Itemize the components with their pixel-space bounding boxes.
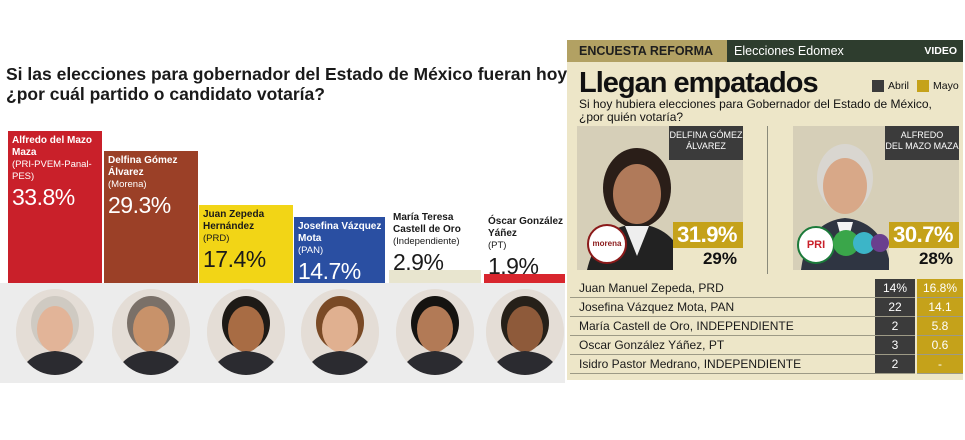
table-row: Oscar González Yáñez, PT 3 0.6 [570, 335, 963, 355]
candidate-photo-3 [207, 289, 285, 375]
candidate-percent: 29.3% [108, 192, 171, 219]
bar-label-2: Delfina Gómez Álvarez (Morena) 29.3% [108, 155, 198, 217]
candidate-party: (PRI-PVEM-Panal-PES) [12, 158, 92, 182]
row-mayo: 14.1 [916, 297, 963, 317]
bar-2 [104, 151, 198, 283]
row-name: Josefina Vázquez Mota, PAN [570, 297, 875, 317]
panel-question-line-2: ¿por quién votaría? [579, 110, 684, 124]
pri-logo: PRI [797, 226, 835, 264]
candidate-name: Alfredo del Mazo Maza [12, 134, 93, 158]
card-divider [767, 126, 768, 274]
row-name: María Castell de Oro, INDEPENDIENTE [570, 316, 875, 336]
left-chart-question: Si las elecciones para gobernador del Es… [6, 64, 568, 104]
row-mayo: 16.8% [916, 279, 963, 298]
candidate-percent: 17.4% [203, 245, 266, 272]
panel-title: Llegan empatados [579, 67, 819, 99]
row-abril: 14% [875, 279, 917, 298]
bar-5 [389, 269, 481, 283]
candidate-party: (PAN) [298, 244, 324, 256]
candidate-percent: 1.9% [488, 253, 539, 280]
candidate-percent: 33.8% [12, 183, 75, 210]
coalition-logos: PRI [797, 226, 893, 264]
bar-4 [294, 216, 385, 283]
panel-tag: ENCUESTA REFORMA [567, 40, 727, 62]
featured-card-delfina: morena DELFINA GÓMEZ ÁLVAREZ 31.9% 29% [577, 126, 743, 270]
bar-6 [484, 274, 565, 283]
row-abril: 2 [875, 354, 917, 374]
candidate-name: Delfina Gómez Álvarez [108, 155, 178, 179]
bar-3 [199, 204, 293, 283]
row-mayo: 5.8 [916, 316, 963, 336]
delfina-name-line-2: ÁLVAREZ [686, 141, 726, 151]
bar-label-3: Juan Zepeda Hernández (PRD) 17.4% [203, 209, 293, 271]
legend-abril-swatch [872, 80, 884, 92]
candidate-party: (PT) [488, 240, 507, 252]
candidate-photo-1 [16, 289, 94, 375]
legend-abril-label: Abril [888, 80, 910, 92]
table-row: Josefina Vázquez Mota, PAN 22 14.1 [570, 297, 963, 317]
bar-label-1: Alfredo del Mazo Maza (PRI-PVEM-Panal-PES… [12, 135, 102, 209]
delfina-name-line-1: DELFINA GÓMEZ [669, 130, 743, 140]
table-row: Juan Manuel Zepeda, PRD 14% 16.8% [570, 279, 963, 298]
row-name: Isidro Pastor Medrano, INDEPENDIENTE [570, 354, 875, 374]
row-mayo: - [916, 354, 963, 374]
bar-label-6: Óscar González Yáñez (PT) 1.9% [488, 216, 565, 278]
question-line-2: ¿por cuál partido o candidato votaría? [6, 84, 325, 104]
candidate-percent: 2.9% [393, 248, 444, 275]
encuesta-panel: ENCUESTA REFORMA Elecciones Edomex VIDEO… [567, 40, 963, 380]
delmazo-name-line-1: ALFREDO [900, 130, 944, 140]
row-abril: 2 [875, 316, 917, 336]
delmazo-mayo-value: 30.7% [889, 222, 959, 248]
row-abril: 22 [875, 297, 917, 317]
delmazo-abril-value: 28% [889, 248, 959, 270]
bar-1 [8, 130, 102, 283]
candidate-name: Josefina Vázquez Mota [298, 220, 382, 244]
candidate-name: Juan Zepeda Hernández [203, 208, 265, 232]
candidate-percent: 14.7% [298, 257, 361, 284]
legend-mayo-label: Mayo [933, 80, 959, 92]
candidate-name: Óscar González Yáñez [488, 216, 564, 240]
table-row: María Castell de Oro, INDEPENDIENTE 2 5.8 [570, 316, 963, 336]
featured-card-delmazo: PRI ALFREDO DEL MAZO MAZA 30.7% 28% [793, 126, 959, 270]
panel-section[interactable]: Elecciones Edomex [734, 44, 844, 58]
delfina-abril-value: 29% [673, 248, 743, 270]
candidate-party: (Morena) [108, 179, 147, 191]
question-line-1: Si las elecciones para gobernador del Es… [6, 64, 568, 84]
morena-logo: morena [587, 224, 627, 264]
pes-logo [871, 234, 889, 252]
legend-mayo-swatch [917, 80, 929, 92]
candidate-photo-6 [485, 289, 564, 375]
delmazo-name-label: ALFREDO DEL MAZO MAZA [885, 126, 959, 160]
candidate-party: (PRD) [203, 232, 230, 244]
row-name: Oscar González Yáñez, PT [570, 335, 875, 355]
bar-label-4: Josefina Vázquez Mota (PAN) 14.7% [298, 221, 385, 283]
delmazo-name-line-2: DEL MAZO MAZA [885, 141, 959, 151]
bar-label-5: María Teresa Castell de Oro (Independient… [393, 212, 481, 274]
candidate-photo-4 [300, 289, 379, 375]
panel-question: Si hoy hubiera elecciones para Gobernado… [579, 98, 959, 124]
panel-header: ENCUESTA REFORMA Elecciones Edomex VIDEO [567, 40, 963, 62]
table-row: Isidro Pastor Medrano, INDEPENDIENTE 2- [570, 354, 963, 374]
panal-logo [853, 232, 875, 254]
candidate-photo-5 [396, 289, 474, 375]
candidate-photo-2 [112, 289, 190, 375]
row-abril: 3 [875, 335, 917, 355]
row-name: Juan Manuel Zepeda, PRD [570, 279, 875, 298]
others-table: Juan Manuel Zepeda, PRD 14% 16.8% Josefina … [570, 279, 963, 374]
row-mayo: 0.6 [916, 335, 963, 355]
delfina-name-label: DELFINA GÓMEZ ÁLVAREZ [669, 126, 743, 160]
candidate-party: (Independiente) [393, 235, 460, 247]
delfina-mayo-value: 31.9% [673, 222, 743, 248]
video-link[interactable]: VIDEO [924, 45, 957, 57]
candidate-name: María Teresa Castell de Oro [393, 211, 461, 235]
panel-question-line-1: Si hoy hubiera elecciones para Gobernado… [579, 97, 932, 111]
